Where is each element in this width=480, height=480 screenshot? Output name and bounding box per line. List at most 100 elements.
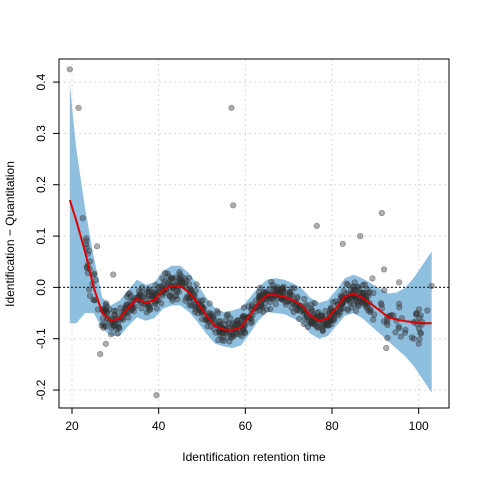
- data-point: [103, 309, 110, 316]
- data-point: [85, 286, 93, 293]
- data-point: [396, 300, 403, 307]
- data-point: [416, 336, 423, 343]
- data-point: [143, 288, 150, 296]
- data-point: [282, 298, 289, 306]
- outlier-point: [357, 233, 364, 240]
- data-point: [291, 285, 298, 292]
- data-point: [188, 287, 195, 294]
- outlier-point: [75, 104, 82, 111]
- data-point: [207, 323, 214, 330]
- data-point: [159, 292, 166, 299]
- points-layer: [66, 66, 435, 399]
- data-point: [200, 297, 207, 304]
- axes-layer: 20 40 60 80 100 -0.2 -0.1 0.0 0.1 0.2 0.3 0.4: [34, 58, 450, 433]
- x-tick-label: 80: [325, 419, 339, 433]
- data-point: [371, 311, 378, 318]
- plot-frame: [58, 58, 450, 409]
- data-point: [332, 298, 339, 305]
- y-tick-label: 0.2: [34, 176, 48, 193]
- data-point: [214, 307, 221, 314]
- data-point: [415, 325, 423, 332]
- data-point: [162, 270, 169, 277]
- data-point: [397, 333, 405, 340]
- y-tick-label: 0.0: [34, 279, 48, 296]
- data-point: [300, 320, 307, 328]
- data-point: [248, 318, 256, 325]
- x-tick-label: 60: [239, 419, 253, 433]
- data-point: [286, 289, 293, 296]
- data-point: [351, 286, 358, 293]
- data-point: [187, 286, 194, 293]
- data-point: [169, 297, 176, 304]
- data-point: [268, 278, 275, 286]
- data-point: [325, 322, 333, 329]
- data-point: [402, 329, 409, 336]
- data-point: [301, 295, 308, 303]
- data-point: [384, 334, 391, 342]
- outlier-point: [153, 392, 160, 399]
- data-point: [174, 296, 181, 303]
- data-point: [356, 286, 363, 293]
- data-point: [369, 275, 376, 282]
- x-tick-label: 40: [152, 419, 166, 433]
- data-point: [343, 280, 350, 287]
- data-point: [233, 317, 240, 325]
- data-point: [159, 275, 166, 282]
- data-point: [214, 310, 222, 317]
- data-point: [392, 329, 399, 336]
- data-point: [103, 300, 110, 307]
- data-point: [206, 300, 213, 307]
- data-point: [111, 311, 118, 319]
- data-point: [132, 303, 139, 310]
- data-point: [192, 308, 199, 316]
- y-tick-label: 0.4: [34, 73, 48, 90]
- outlier-point: [230, 202, 237, 209]
- data-point: [370, 289, 377, 297]
- y-tick-label: -0.2: [34, 379, 48, 400]
- x-tick-label: 100: [409, 419, 429, 433]
- outlier-point: [383, 344, 390, 352]
- data-point: [344, 305, 351, 312]
- data-point: [151, 287, 158, 294]
- data-point: [395, 323, 402, 330]
- data-point: [274, 283, 281, 291]
- data-point: [92, 277, 99, 284]
- data-point: [408, 334, 415, 341]
- outlier-point: [380, 266, 388, 273]
- outlier-point: [93, 243, 101, 250]
- data-point: [107, 331, 115, 338]
- data-point: [141, 293, 148, 300]
- data-point: [311, 300, 318, 307]
- data-point: [152, 281, 159, 289]
- data-point: [322, 307, 329, 315]
- data-point: [119, 316, 127, 323]
- outlier-point: [378, 209, 385, 217]
- y-tick-label: 0.1: [34, 227, 48, 244]
- x-axis-title: Identification retention time: [182, 450, 326, 464]
- data-point: [290, 308, 297, 316]
- data-point: [158, 300, 165, 307]
- data-point: [307, 320, 314, 327]
- data-point: [330, 298, 337, 306]
- data-point: [347, 299, 354, 307]
- data-point: [294, 295, 301, 302]
- data-point: [209, 311, 216, 319]
- data-point: [165, 273, 172, 280]
- data-point: [352, 308, 360, 315]
- outlier-point: [110, 271, 117, 278]
- outlier-point: [428, 282, 435, 290]
- data-point: [296, 306, 303, 313]
- data-point: [168, 274, 175, 281]
- data-point: [158, 283, 165, 290]
- data-point: [238, 333, 245, 340]
- outlier-point: [396, 279, 403, 286]
- data-point: [303, 314, 311, 321]
- outlier-point: [66, 66, 73, 73]
- data-point: [350, 301, 357, 308]
- y-axis-title: Identification − Quantitation: [3, 161, 17, 307]
- confidence-band: [69, 84, 432, 393]
- data-point: [248, 303, 256, 310]
- outlier-point: [424, 307, 431, 314]
